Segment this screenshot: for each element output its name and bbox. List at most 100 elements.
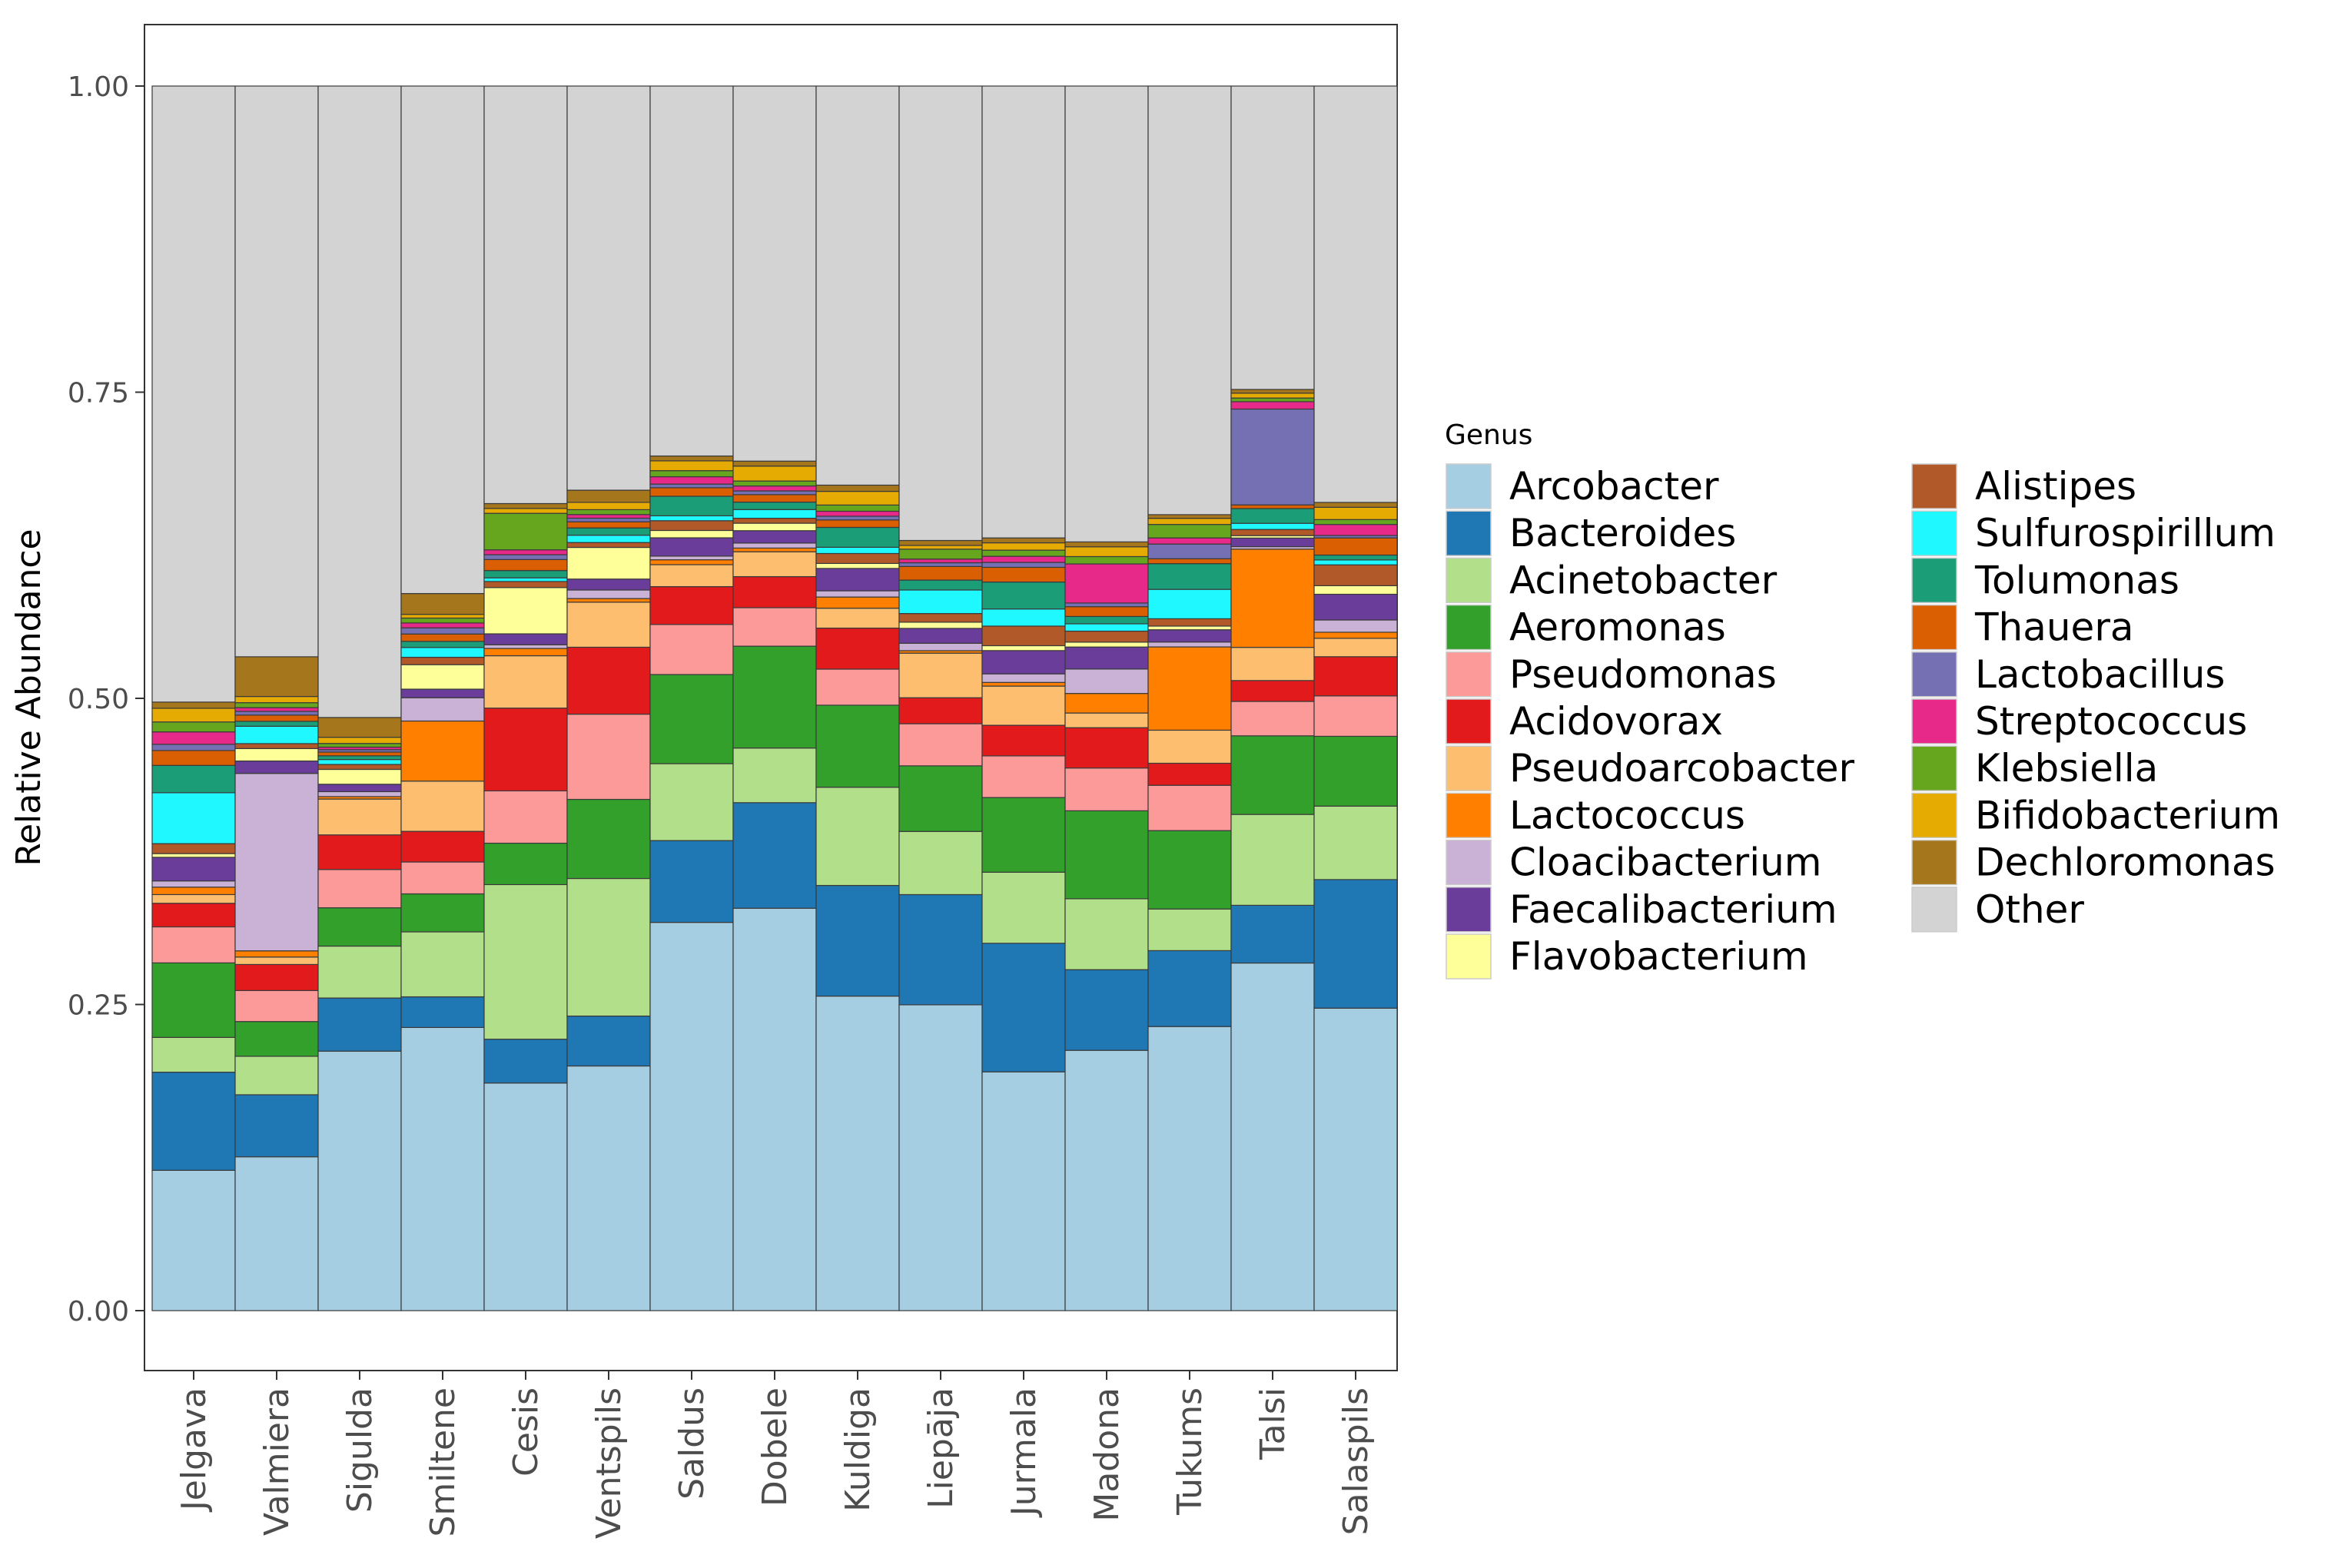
bar-segment-bacteroides-salaspils	[1313, 879, 1398, 1009]
bar-segment-acidovorax-smiltene	[400, 830, 485, 863]
bar-segment-bifidobacterium-saldus	[649, 460, 734, 472]
bar-segment-streptococcus-dobele	[732, 485, 817, 492]
bar-segment-pseudomonas-madona	[1064, 767, 1149, 811]
bar-segment-other-tukums	[1147, 85, 1232, 515]
bar-segment-flavobacterium-madona	[1064, 641, 1149, 648]
bar-segment-acinetobacter-smiltene	[400, 931, 485, 998]
legend-label-lactobacillus: Lactobacillus	[1975, 652, 2225, 697]
y-axis-title: Relative Abundance	[9, 529, 48, 866]
x-tick-label-cesis: Cesis	[506, 1387, 546, 1477]
bar-segment-streptococcus-saldus	[649, 476, 734, 485]
legend-label-arcobacter: Arcobacter	[1509, 464, 1719, 509]
bar-segment-sulfurospirillum-salaspils	[1313, 559, 1398, 565]
legend-key-aeromonas	[1446, 604, 1492, 651]
y-tick-label: 1.00	[68, 71, 129, 103]
bar-segment-faecalibacterium-tukums	[1147, 629, 1232, 643]
bar-segment-thauera-tukums	[1147, 558, 1232, 565]
bar-segment-pseudomonas-cesis	[483, 790, 568, 844]
bar-segment-acinetobacter-sigulda	[317, 945, 402, 999]
bar-segment-cloacibacterium-liepaja	[898, 642, 983, 651]
bar-segment-alistipes-valmiera	[234, 743, 319, 750]
bar-segment-thauera-valmiera	[234, 714, 319, 722]
legend-key-acinetobacter	[1446, 557, 1492, 604]
bar-segment-klebsiella-ventspils	[566, 509, 651, 515]
legend-key-thauera	[1911, 604, 1957, 651]
bar-segment-pseudoarcobacter-jelgava	[151, 893, 236, 904]
bar-segment-flavobacterium-liepaja	[898, 622, 983, 629]
bar-segment-lactococcus-talsi	[1230, 549, 1315, 648]
legend-label-tolumonas: Tolumonas	[1974, 558, 2179, 602]
legend-key-sulfurospirillum	[1911, 510, 1957, 556]
bar-segment-dechloromonas-salaspils	[1313, 502, 1398, 508]
legend-label-pseudoarcobacter: Pseudoarcobacter	[1509, 746, 1855, 791]
bar-segment-bifidobacterium-sigulda	[317, 737, 402, 744]
bar-segment-streptococcus-salaspils	[1313, 524, 1398, 536]
bar-segment-flavobacterium-jelgava	[151, 853, 236, 858]
bar-segment-tolumonas-madona	[1064, 615, 1149, 625]
bar-segment-klebsiella-cesis	[483, 512, 568, 551]
bar-segment-alistipes-smiltene	[400, 656, 485, 665]
bar-segment-thauera-cesis	[483, 559, 568, 572]
bar-segment-lactobacillus-jurmala	[981, 562, 1066, 569]
bar-segment-acidovorax-cesis	[483, 708, 568, 792]
bar-segment-dechloromonas-tukums	[1147, 514, 1232, 519]
bar-segment-bifidobacterium-jelgava	[151, 708, 236, 723]
legend-key-flavobacterium	[1446, 933, 1492, 980]
bar-segment-bacteroides-kuldiga	[815, 884, 900, 997]
bar-segment-bifidobacterium-kuldiga	[815, 490, 900, 506]
bar-segment-klebsiella-talsi	[1230, 397, 1315, 403]
bar-segment-alistipes-salaspils	[1313, 564, 1398, 586]
bar-segment-sulfurospirillum-dobele	[732, 509, 817, 519]
bar-segment-faecalibacterium-madona	[1064, 646, 1149, 670]
bar-segment-aeromonas-cesis	[483, 842, 568, 886]
bar-segment-aeromonas-talsi	[1230, 735, 1315, 815]
bar-segment-arcobacter-jurmala	[981, 1071, 1066, 1311]
bar-segment-klebsiella-tukums	[1147, 524, 1232, 539]
bar-segment-thauera-madona	[1064, 606, 1149, 618]
bar-segment-other-talsi	[1230, 85, 1315, 390]
bar-segment-alistipes-liepaja	[898, 612, 983, 623]
legend: Genus ArcobacterBacteroidesAcinetobacter…	[1445, 419, 2280, 980]
y-tick-label: 0.00	[68, 1296, 129, 1328]
bar-segment-tolumonas-tukums	[1147, 563, 1232, 590]
bar-segment-klebsiella-smiltene	[400, 617, 485, 624]
bar-segment-tolumonas-valmiera	[234, 721, 319, 727]
bar-segment-bifidobacterium-jurmala	[981, 542, 1066, 551]
bar-segment-thauera-sigulda	[317, 751, 402, 757]
bar-segment-pseudomonas-talsi	[1230, 701, 1315, 737]
y-tick-label: 0.25	[68, 990, 129, 1022]
legend-key-streptococcus	[1911, 698, 1957, 744]
bar-segment-sulfurospirillum-jurmala	[981, 608, 1066, 627]
bar-segment-lactobacillus-tukums	[1147, 543, 1232, 559]
legend-key-pseudomonas	[1446, 651, 1492, 698]
bar-segment-streptococcus-smiltene	[400, 622, 485, 628]
bar-segment-pseudoarcobacter-valmiera	[234, 956, 319, 966]
legend-key-other	[1911, 887, 1957, 933]
x-tick-label-madona: Madona	[1087, 1387, 1127, 1522]
legend-key-cloacibacterium	[1446, 839, 1492, 886]
bar-segment-faecalibacterium-talsi	[1230, 537, 1315, 548]
legend-label-acidovorax: Acidovorax	[1509, 699, 1723, 744]
x-tick-label-liepaja: Liepāja	[921, 1387, 961, 1509]
bar-segment-lactococcus-tukums	[1147, 646, 1232, 731]
bar-segment-acidovorax-jurmala	[981, 724, 1066, 757]
bar-segment-aeromonas-valmiera	[234, 1021, 319, 1057]
bar-segment-acidovorax-jelgava	[151, 903, 236, 928]
bar-segment-sulfurospirillum-cesis	[483, 577, 568, 582]
bar-segment-faecalibacterium-valmiera	[234, 760, 319, 774]
bar-segment-thauera-kuldiga	[815, 519, 900, 529]
bar-segment-arcobacter-tukums	[1147, 1026, 1232, 1311]
bar-segment-aeromonas-tukums	[1147, 830, 1232, 910]
bar-segment-pseudomonas-salaspils	[1313, 695, 1398, 738]
bar-segment-bacteroides-talsi	[1230, 904, 1315, 964]
legend-title: Genus	[1445, 419, 1532, 451]
bar-segment-arcobacter-valmiera	[234, 1156, 319, 1311]
x-tick-label-smiltene: Smiltene	[423, 1387, 463, 1537]
bar-segment-flavobacterium-jurmala	[981, 645, 1066, 651]
bar-segment-klebsiella-dobele	[732, 480, 817, 487]
bar-segment-dechloromonas-liepaja	[898, 539, 983, 546]
bar-segment-streptococcus-kuldiga	[815, 510, 900, 517]
legend-key-bifidobacterium	[1911, 792, 1957, 839]
bar-segment-dechloromonas-jelgava	[151, 701, 236, 709]
